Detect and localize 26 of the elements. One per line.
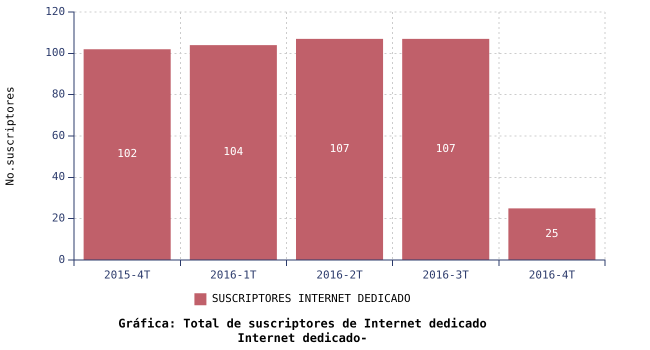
y-tick-label: 80 xyxy=(52,88,66,101)
text: Gráfica: Total de suscriptores de Internet dedicado xyxy=(118,316,487,331)
data-label: 104 xyxy=(223,145,244,158)
data-label: 107 xyxy=(436,142,456,156)
y-tick-label: 20 xyxy=(52,212,66,225)
bar xyxy=(296,38,384,260)
y-tick-label: 120 xyxy=(45,4,66,18)
y-tick-label: 100 xyxy=(45,46,66,60)
y-tick-label: 0 xyxy=(58,252,66,266)
data-label: 102 xyxy=(117,147,138,160)
text: Internet dedicado- xyxy=(237,330,368,345)
data-label: 25 xyxy=(545,226,559,240)
x-tick-label: 2016-4T xyxy=(528,268,576,282)
x-tick-label: 2015-4T xyxy=(104,268,151,282)
y-tick-label: 40 xyxy=(52,170,66,184)
x-tick-label: 2016-2T xyxy=(316,268,364,282)
bar xyxy=(190,45,277,260)
y-axis-title: No.suscriptores xyxy=(3,86,16,186)
data-label: 107 xyxy=(330,142,350,156)
x-tick-label: 2016-3T xyxy=(422,268,470,282)
y-tick-label: 60 xyxy=(52,128,66,142)
legend-label: SUSCRIPTORES INTERNET DEDICADO xyxy=(212,292,411,306)
bar xyxy=(84,49,171,260)
x-tick-label: 2016-1T xyxy=(210,268,257,282)
bar xyxy=(508,208,596,260)
bar xyxy=(402,38,490,260)
